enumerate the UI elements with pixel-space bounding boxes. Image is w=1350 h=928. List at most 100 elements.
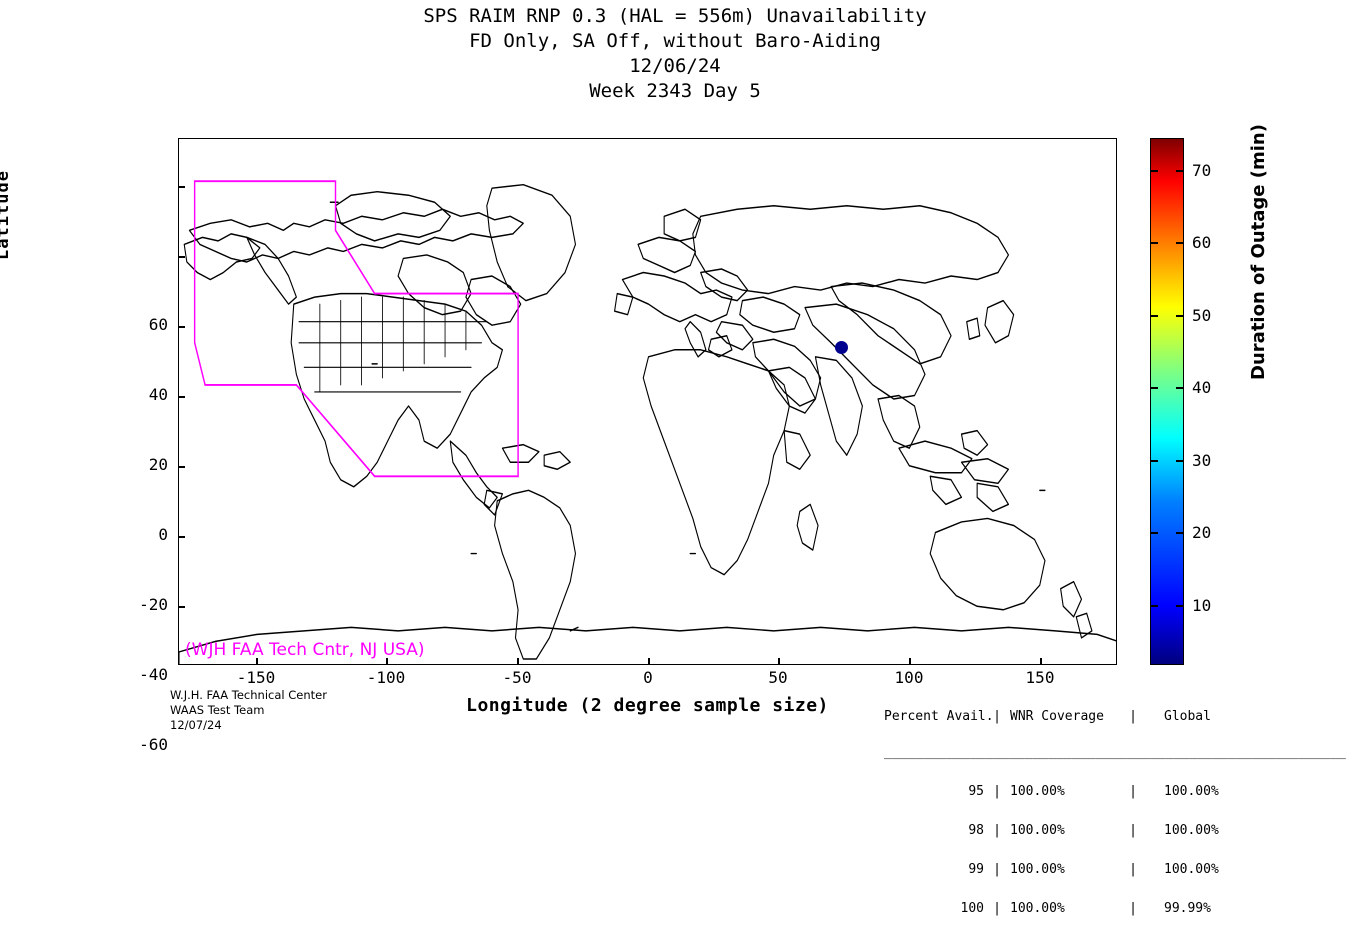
xtick-neg50: -50 bbox=[502, 668, 532, 687]
waas-service-volume-boundary bbox=[193, 180, 519, 478]
stats-header-underline: ________________________________________… bbox=[884, 745, 1346, 760]
xtick-mark-neg100 bbox=[386, 658, 388, 665]
table-row: 98 | 100.00% | 100.00% bbox=[884, 824, 1346, 837]
cb-tick-mark-60-right bbox=[1176, 242, 1183, 244]
cb-tick-mark-30 bbox=[1151, 460, 1158, 462]
stats-row1-wnr: 100.00% bbox=[1010, 823, 1065, 838]
xtick-neg150: -150 bbox=[236, 668, 276, 687]
cb-label-60: 60 bbox=[1192, 233, 1212, 252]
ytick-mark-40 bbox=[178, 256, 185, 258]
world-coastlines bbox=[179, 180, 1116, 664]
ytick-neg40: -40 bbox=[139, 665, 168, 684]
stats-row0-avail: 95 bbox=[968, 784, 984, 799]
stats-row2-sep1: | bbox=[993, 862, 1001, 877]
cb-label-30: 30 bbox=[1192, 451, 1212, 470]
stats-row1-sep2: | bbox=[1129, 823, 1137, 838]
stats-row2-sep2: | bbox=[1129, 862, 1137, 877]
cb-label-10: 10 bbox=[1192, 596, 1212, 615]
ytick-mark-neg20 bbox=[178, 466, 185, 468]
title-line-4-week: Week 2343 Day 5 bbox=[589, 80, 761, 102]
stats-row2-avail: 99 bbox=[968, 862, 984, 877]
stats-row0-global: 100.00% bbox=[1164, 784, 1219, 799]
footer-credit: W.J.H. FAA Technical Center WAAS Test Te… bbox=[170, 688, 327, 733]
ytick-mark-60 bbox=[178, 186, 185, 188]
credit-line-organization: W.J.H. FAA Technical Center bbox=[170, 688, 327, 702]
stats-row2-global: 100.00% bbox=[1164, 862, 1219, 877]
outage-data-point[interactable] bbox=[835, 341, 848, 354]
cb-tick-mark-40 bbox=[1151, 387, 1158, 389]
stats-row1-avail: 98 bbox=[968, 823, 984, 838]
ytick-neg20: -20 bbox=[139, 595, 168, 614]
availability-stats-table: Percent Avail.| WNR Coverage | Global _____… bbox=[884, 684, 1346, 928]
xtick-mark-0 bbox=[648, 658, 650, 665]
title-line-2: FD Only, SA Off, without Baro-Aiding bbox=[469, 30, 881, 52]
y-axis-tick-labels: 60 40 20 0 -20 -40 -60 bbox=[98, 138, 168, 753]
colorbar[interactable]: 70 60 50 40 30 20 10 bbox=[1150, 138, 1211, 665]
table-row: 99 | 100.00% | 100.00% bbox=[884, 863, 1346, 876]
x-axis-tick-labels: -150 -100 -50 0 50 100 150 bbox=[178, 670, 1117, 692]
stats-header-percent-avail: Percent Avail. bbox=[884, 709, 994, 724]
ytick-neg60: -60 bbox=[139, 735, 168, 754]
cb-label-70: 70 bbox=[1192, 161, 1212, 180]
ytick-40: 40 bbox=[148, 385, 168, 404]
credit-line-team: WAAS Test Team bbox=[170, 703, 265, 717]
cb-label-20: 20 bbox=[1192, 523, 1212, 542]
stats-row3-global: 99.99% bbox=[1164, 901, 1211, 916]
stats-row2-wnr: 100.00% bbox=[1010, 862, 1065, 877]
cb-tick-mark-30-right bbox=[1176, 460, 1183, 462]
xtick-mark-150 bbox=[1040, 658, 1042, 665]
xtick-mark-neg150 bbox=[256, 658, 258, 665]
table-row: 95 | 100.00% | 100.00% bbox=[884, 785, 1346, 798]
cb-tick-mark-70 bbox=[1151, 170, 1158, 172]
x-axis-title: Longitude (2 degree sample size) bbox=[466, 695, 829, 716]
xtick-100: 100 bbox=[894, 668, 924, 687]
title-line-3-date: 12/06/24 bbox=[629, 55, 721, 77]
chart-title-block: SPS RAIM RNP 0.3 (HAL = 556m) Unavailabi… bbox=[0, 4, 1350, 104]
title-line-1: SPS RAIM RNP 0.3 (HAL = 556m) Unavailabi… bbox=[423, 5, 927, 27]
cb-tick-mark-10-right bbox=[1176, 605, 1183, 607]
cb-tick-mark-10 bbox=[1151, 605, 1158, 607]
ytick-mark-0 bbox=[178, 396, 185, 398]
stats-row3-avail: 100 bbox=[960, 901, 984, 916]
ytick-60: 60 bbox=[148, 315, 168, 334]
cb-label-40: 40 bbox=[1192, 378, 1212, 397]
xtick-150: 150 bbox=[1025, 668, 1055, 687]
table-row: 100 | 100.00% | 99.99% bbox=[884, 902, 1346, 915]
stats-row3-sep1: | bbox=[993, 901, 1001, 916]
stats-header-global: Global bbox=[1164, 709, 1211, 724]
xtick-neg100: -100 bbox=[366, 668, 406, 687]
credit-line-date: 12/07/24 bbox=[170, 718, 222, 732]
colorbar-gradient bbox=[1150, 138, 1184, 665]
cb-tick-mark-50 bbox=[1151, 315, 1158, 317]
cb-tick-mark-70-right bbox=[1176, 170, 1183, 172]
stats-header-sep-2: | bbox=[1129, 709, 1137, 724]
ytick-0: 0 bbox=[158, 525, 168, 544]
stats-table-header: Percent Avail.| WNR Coverage | Global bbox=[884, 710, 1346, 723]
cb-tick-mark-40-right bbox=[1176, 387, 1183, 389]
stats-row1-global: 100.00% bbox=[1164, 823, 1219, 838]
xtick-mark-100 bbox=[909, 658, 911, 665]
stats-row0-sep1: | bbox=[993, 784, 1001, 799]
ytick-mark-neg40 bbox=[178, 536, 185, 538]
ytick-mark-neg60 bbox=[178, 606, 185, 608]
ytick-mark-20 bbox=[178, 326, 185, 328]
watermark-label: (WJH FAA Tech Cntr, NJ USA) bbox=[185, 640, 425, 660]
stats-row0-wnr: 100.00% bbox=[1010, 784, 1065, 799]
world-map-plot[interactable]: (WJH FAA Tech Cntr, NJ USA) bbox=[178, 138, 1117, 665]
colorbar-title: Duration of Outage (min) bbox=[1248, 124, 1269, 380]
stats-row1-sep1: | bbox=[993, 823, 1001, 838]
xtick-mark-neg50 bbox=[517, 658, 519, 665]
stats-row0-sep2: | bbox=[1129, 784, 1137, 799]
cb-label-50: 50 bbox=[1192, 306, 1212, 325]
cb-tick-mark-60 bbox=[1151, 242, 1158, 244]
y-axis-title: Latitude bbox=[0, 170, 13, 260]
cb-tick-mark-50-right bbox=[1176, 315, 1183, 317]
xtick-0: 0 bbox=[643, 668, 653, 687]
xtick-50: 50 bbox=[768, 668, 788, 687]
xtick-mark-50 bbox=[778, 658, 780, 665]
stats-row3-sep2: | bbox=[1129, 901, 1137, 916]
stats-header-sep-1: | bbox=[993, 709, 1001, 724]
cb-tick-mark-20 bbox=[1151, 532, 1158, 534]
ytick-20: 20 bbox=[148, 455, 168, 474]
stats-header-wnr-coverage: WNR Coverage bbox=[1010, 709, 1104, 724]
